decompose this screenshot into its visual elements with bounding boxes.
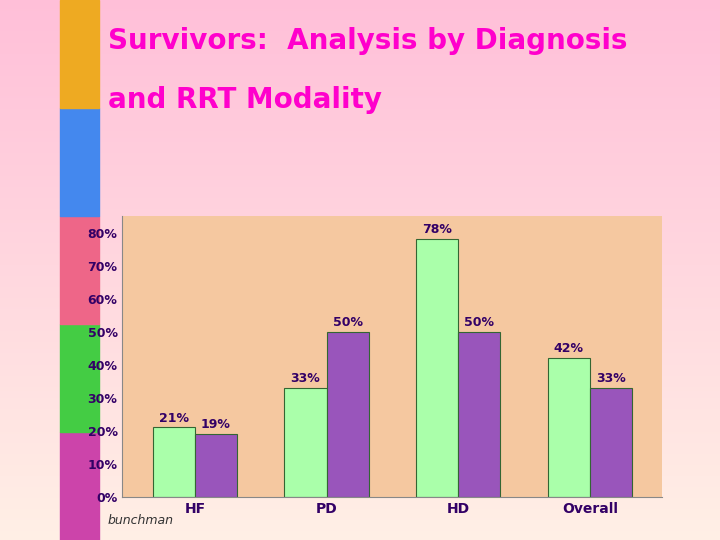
Text: 19%: 19%	[201, 418, 231, 431]
Text: 50%: 50%	[464, 316, 495, 329]
Bar	[153, 428, 195, 497]
Text: 50%: 50%	[333, 316, 363, 329]
Bar	[458, 332, 500, 497]
Bar	[284, 388, 327, 497]
Bar	[548, 358, 590, 497]
Text: and RRT Modality: and RRT Modality	[108, 86, 382, 114]
Text: 78%: 78%	[422, 224, 452, 237]
Text: 33%: 33%	[291, 372, 320, 385]
Text: Survivors:  Analysis by Diagnosis: Survivors: Analysis by Diagnosis	[108, 27, 628, 55]
Text: 42%: 42%	[554, 342, 584, 355]
Bar	[195, 434, 237, 497]
Text: bunchman: bunchman	[108, 514, 174, 526]
Text: 21%: 21%	[159, 412, 189, 425]
Bar	[416, 239, 458, 497]
Bar	[327, 332, 369, 497]
Text: 33%: 33%	[596, 372, 626, 385]
Bar	[590, 388, 632, 497]
